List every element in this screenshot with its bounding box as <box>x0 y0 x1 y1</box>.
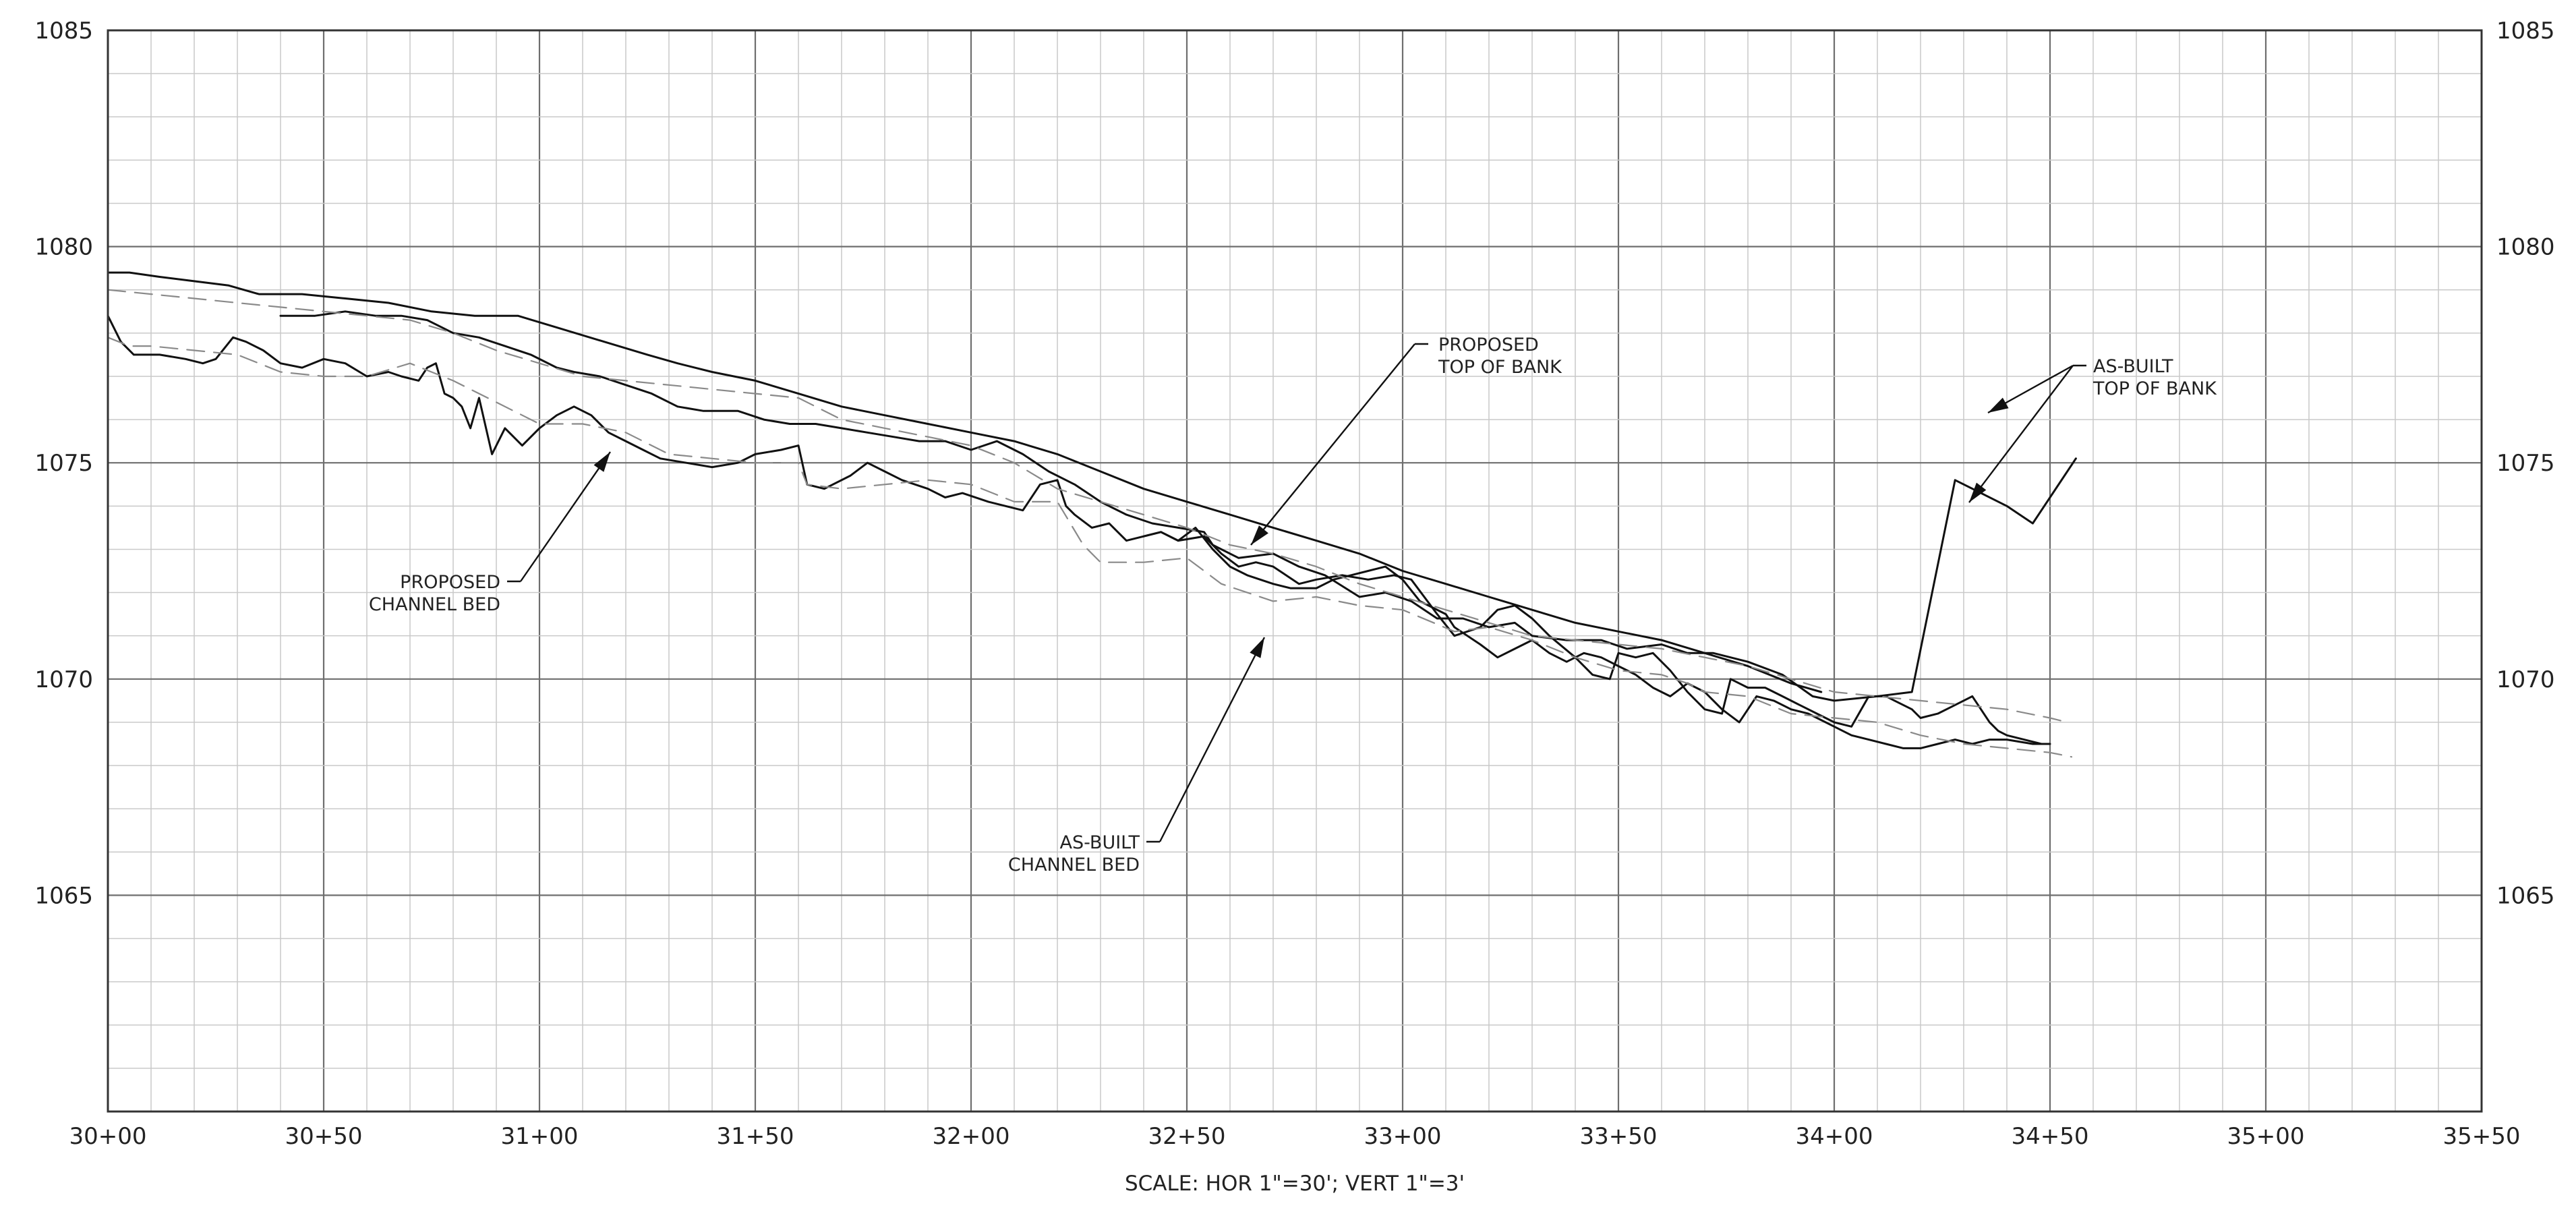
x-tick-label: 30+00 <box>69 1123 146 1150</box>
series-line-2 <box>279 310 2077 702</box>
proposed-top-of-bank-text: PROPOSED <box>1438 335 1539 355</box>
y-tick-label-right: 1075 <box>2496 450 2555 477</box>
proposed-top-of-bank-text: TOP OF BANK <box>1438 357 1562 378</box>
y-tick-label-left: 1080 <box>34 234 93 261</box>
x-tick-label: 32+00 <box>932 1123 1009 1150</box>
proposed-top-of-bank-arrowhead <box>1251 525 1268 545</box>
as-built-top-of-bank-text: TOP OF BANK <box>2092 378 2217 399</box>
series-line-3 <box>107 314 2051 749</box>
proposed-channel-bed-text: PROPOSED <box>400 572 500 593</box>
as-built-channel-bed-leader <box>1159 637 1266 842</box>
as-built-top-of-bank-b-arrowhead <box>1969 482 1987 502</box>
y-tick-label-right: 1085 <box>2496 18 2555 45</box>
x-tick-label: 33+50 <box>1579 1123 1657 1150</box>
as-built-top-of-bank-b-leader <box>1968 365 2074 503</box>
as-built-channel-bed-text: CHANNEL BED <box>1008 855 1140 875</box>
as-built-channel-bed-arrowhead <box>1250 637 1264 658</box>
series-line-4 <box>1142 531 2043 745</box>
x-tick-label: 34+50 <box>2011 1123 2088 1150</box>
y-tick-label-left: 1085 <box>34 18 93 45</box>
as-built-top-of-bank-text: AS-BUILT <box>2093 356 2173 377</box>
series-line-6 <box>107 337 2073 758</box>
proposed-channel-bed-text: CHANNEL BED <box>369 594 500 615</box>
series-group <box>107 271 2077 758</box>
as-built-top-of-bank-a-arrowhead <box>1988 397 2009 413</box>
proposed-top-of-bank-leader <box>1250 343 1415 546</box>
grid <box>107 29 2483 1113</box>
x-tick-label: 35+00 <box>2227 1123 2304 1150</box>
x-tick-label: 31+50 <box>716 1123 794 1150</box>
x-tick-label: 34+00 <box>1795 1123 1873 1150</box>
y-tick-label-left: 1075 <box>34 450 93 477</box>
y-tick-label-right: 1070 <box>2496 666 2555 693</box>
as-built-channel-bed-text: AS-BUILT <box>1060 832 1140 853</box>
plot-frame <box>107 29 2483 1113</box>
x-tick-label: 32+50 <box>1148 1123 1225 1150</box>
proposed-channel-bed-leader <box>520 451 611 582</box>
y-tick-label-left: 1070 <box>34 666 93 693</box>
x-tick-label: 33+00 <box>1364 1123 1441 1150</box>
x-tick-label: 35+50 <box>2442 1123 2520 1150</box>
y-tick-label-right: 1080 <box>2496 234 2555 261</box>
y-tick-label-left: 1065 <box>34 882 93 909</box>
x-tick-label: 31+00 <box>500 1123 578 1150</box>
series-line-1 <box>107 271 1823 693</box>
y-tick-label-right: 1065 <box>2496 882 2555 909</box>
tick-labels: 30+00 30+50 31+00 31+50 32+00 32+50 33+00 33+50… <box>34 18 2554 1150</box>
series-line-5 <box>107 289 2068 723</box>
scale-note: SCALE: HOR 1"=30'; VERT 1"=3' <box>1125 1172 1465 1196</box>
proposed-channel-bed-arrowhead <box>593 452 610 472</box>
x-tick-label: 30+50 <box>285 1123 362 1150</box>
